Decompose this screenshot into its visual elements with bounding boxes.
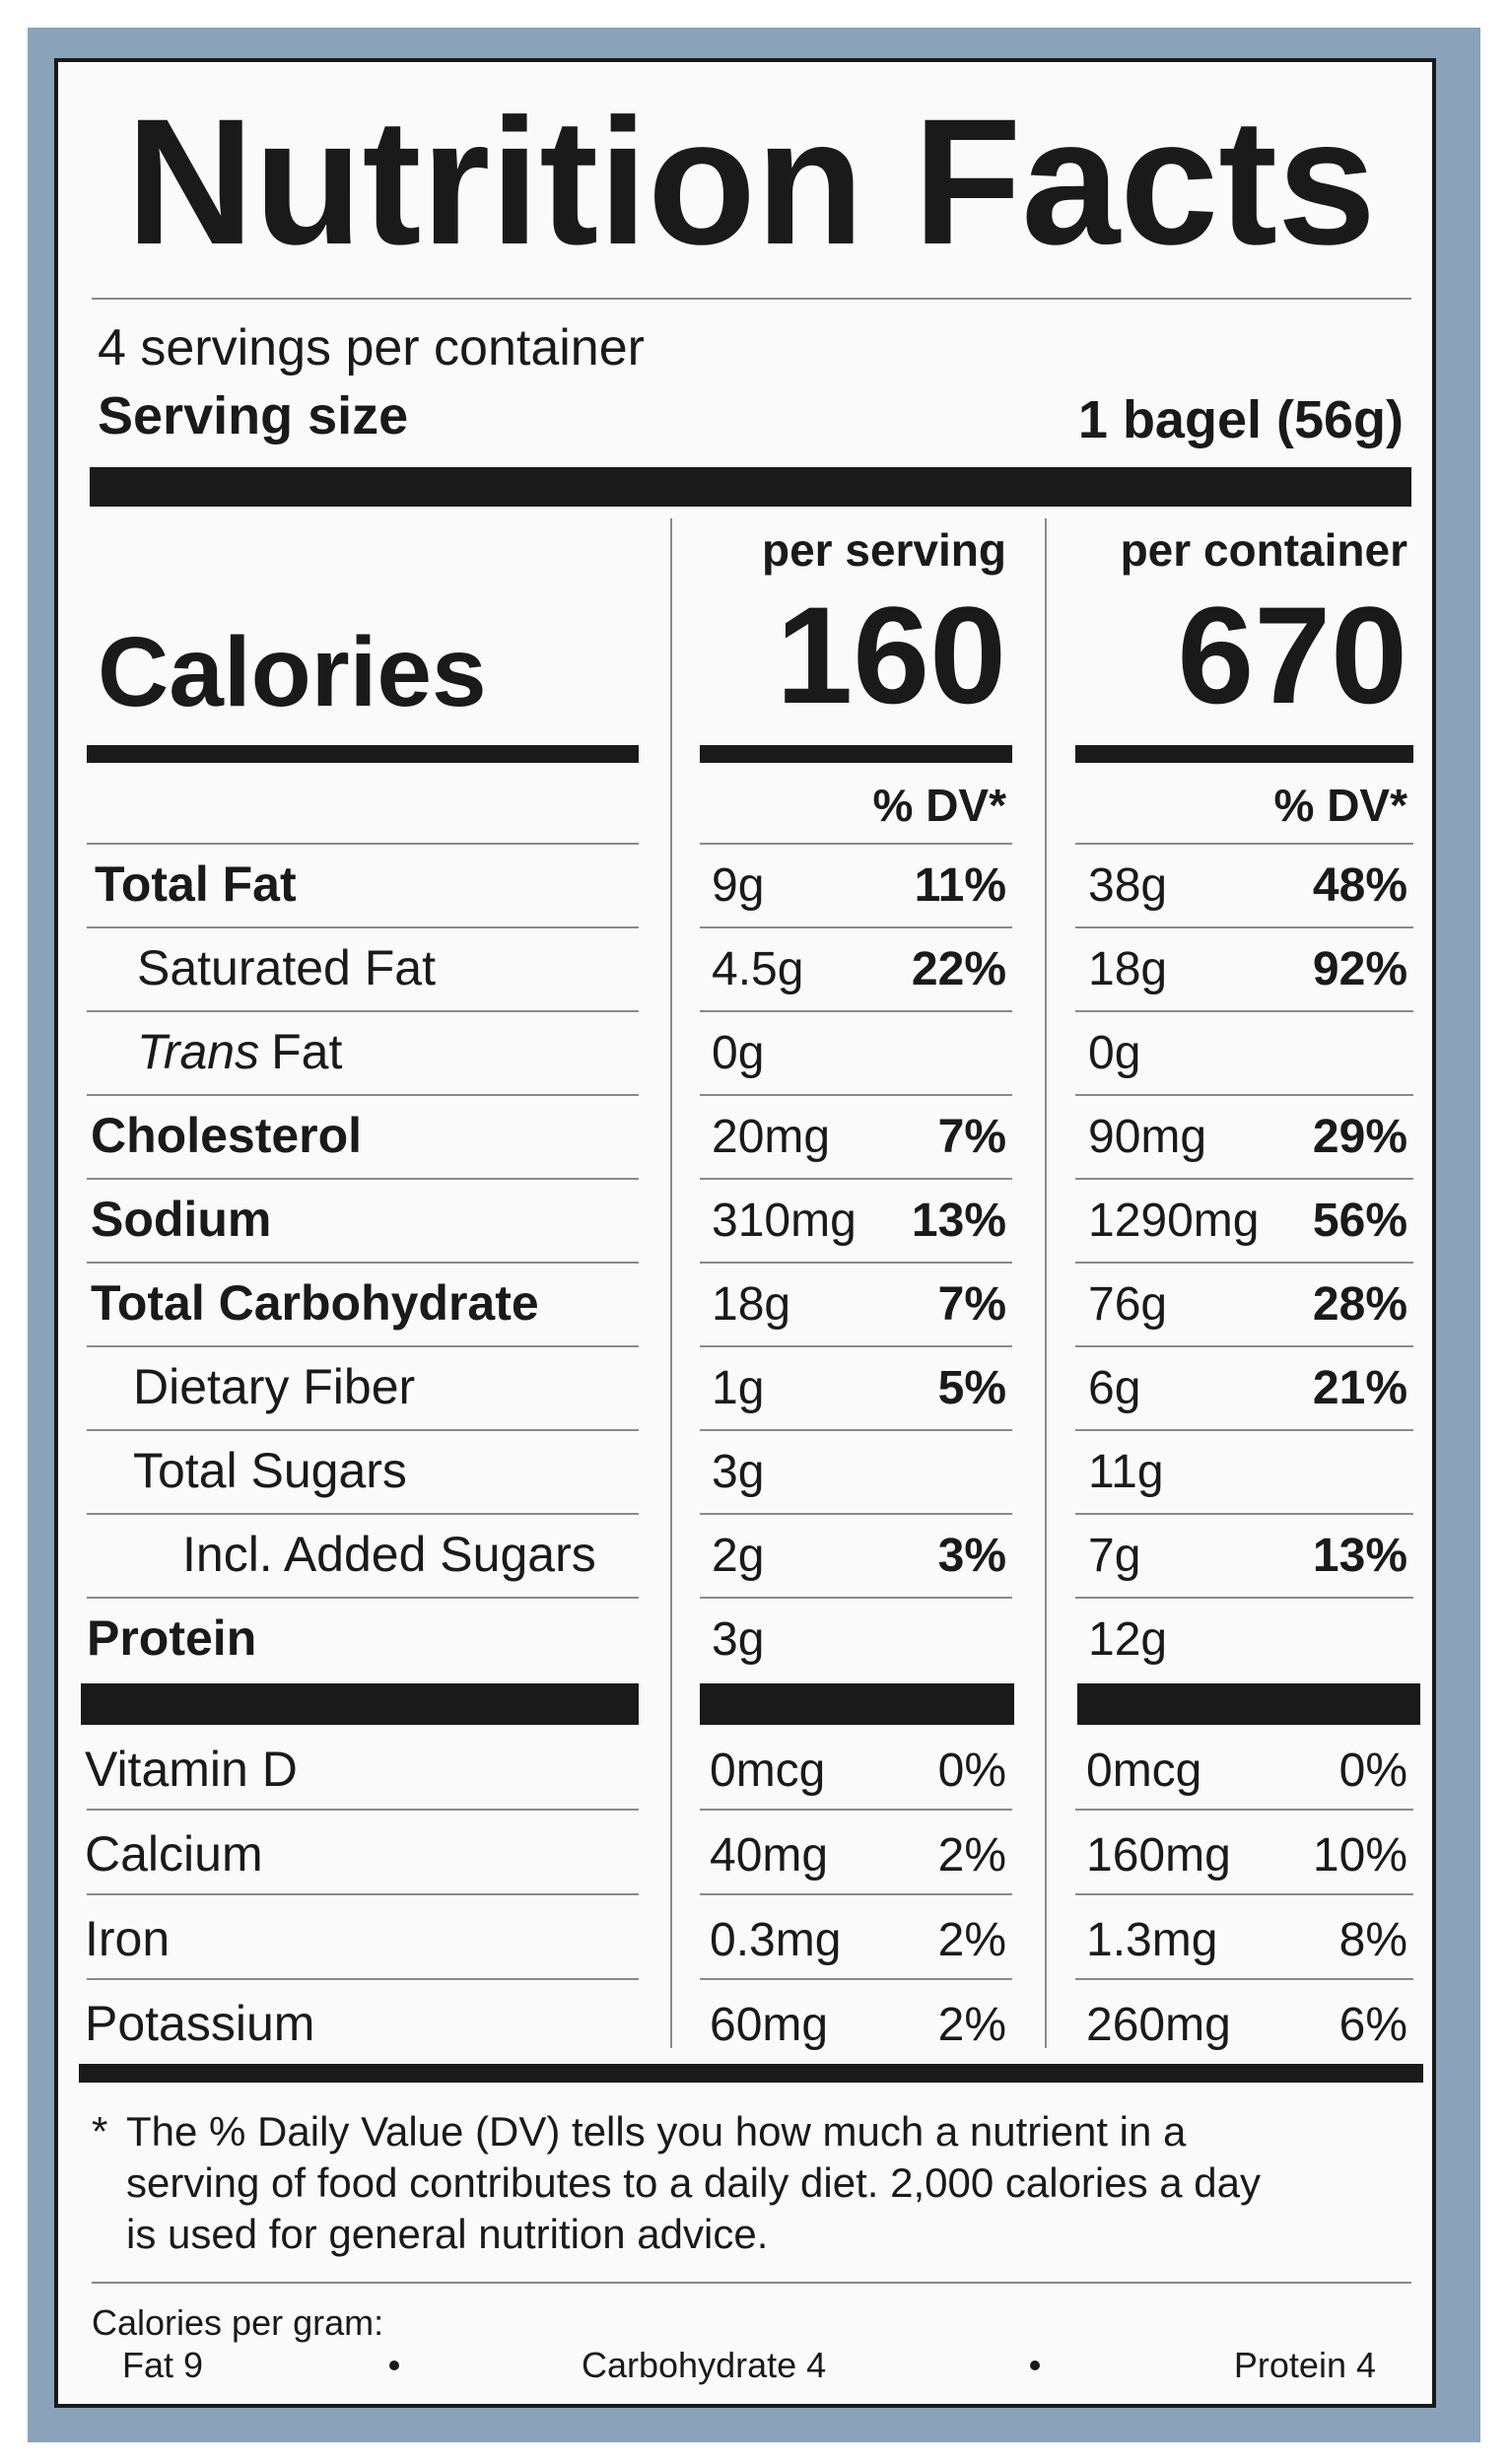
title: Nutrition Facts	[126, 81, 1376, 282]
amount: 11g	[1088, 1446, 1164, 1498]
nutrient-name: Protein	[87, 1610, 256, 1666]
daily-value: 7%	[938, 1278, 1006, 1331]
amount: 260mg	[1086, 1999, 1231, 2051]
daily-value: 22%	[912, 943, 1006, 995]
daily-value: 0%	[938, 1745, 1006, 1797]
nutrient-name: Total Carbohydrate	[91, 1275, 539, 1331]
amount: 18g	[712, 1278, 790, 1331]
daily-value: 21%	[1313, 1362, 1407, 1414]
calories-per-gram-item: Protein 4	[1234, 2345, 1376, 2385]
bar	[700, 1683, 1014, 1725]
amount: 0g	[712, 1027, 764, 1079]
daily-value: 56%	[1313, 1195, 1407, 1247]
column-header: per container	[1121, 524, 1408, 576]
daily-value: 2%	[938, 1914, 1006, 1966]
amount: 0g	[1088, 1027, 1140, 1079]
bar	[1075, 745, 1413, 763]
daily-value: 8%	[1339, 1914, 1407, 1966]
bar	[81, 1683, 639, 1725]
serving-size-value: 1 bagel (56g)	[1078, 390, 1404, 449]
vitamin-name: Vitamin D	[85, 1742, 298, 1797]
daily-value: 11%	[915, 859, 1006, 912]
footnote-line: is used for general nutrition advice.	[126, 2211, 768, 2257]
amount: 60mg	[710, 1999, 828, 2051]
serving-size-label: Serving size	[98, 386, 408, 445]
calories-value: 160	[776, 578, 1006, 732]
amount: 6g	[1088, 1362, 1140, 1414]
calories-per-gram-item: Carbohydrate 4	[582, 2345, 826, 2385]
thick-bar	[79, 2064, 1423, 2083]
daily-value: 13%	[1313, 1530, 1407, 1582]
amount: 310mg	[712, 1195, 857, 1247]
bar	[700, 745, 1012, 763]
amount: 0mcg	[710, 1745, 825, 1797]
footnote-line: serving of food contributes to a daily d…	[126, 2159, 1261, 2206]
dv-header: % DV*	[873, 780, 1007, 831]
amount: 0mcg	[1086, 1745, 1201, 1797]
amount: 3g	[712, 1446, 764, 1498]
dv-header: % DV*	[1274, 780, 1408, 831]
nutrient-name: Total Sugars	[133, 1443, 407, 1498]
daily-value: 7%	[938, 1111, 1006, 1163]
nutrient-name: Dietary Fiber	[133, 1359, 415, 1414]
amount: 40mg	[710, 1829, 828, 1882]
servings: 4 servings per container	[98, 319, 645, 376]
bar	[1077, 1683, 1420, 1725]
column-header: per serving	[762, 524, 1006, 576]
nutrient-name: Trans Fat	[137, 1024, 342, 1079]
nutrient-name: Saturated Fat	[137, 940, 436, 995]
calories-per-gram-item: Fat 9	[122, 2345, 203, 2385]
calories-per-gram-label: Calories per gram:	[92, 2302, 383, 2343]
label-panel	[54, 58, 1436, 2408]
amount: 12g	[1088, 1613, 1167, 1666]
daily-value: 0%	[1339, 1745, 1407, 1797]
amount: 9g	[712, 859, 764, 912]
amount: 20mg	[712, 1111, 830, 1163]
daily-value: 10%	[1313, 1829, 1407, 1882]
daily-value: 13%	[912, 1195, 1006, 1247]
nutrient-name: Total Fat	[95, 856, 297, 912]
bar	[87, 745, 639, 763]
amount: 4.5g	[712, 943, 803, 995]
nutrient-name: Cholesterol	[91, 1108, 362, 1163]
amount: 0.3mg	[710, 1914, 841, 1966]
nutrient-name-rest: Fat	[271, 1024, 342, 1079]
bullet	[1030, 2361, 1040, 2370]
bullet	[389, 2361, 399, 2370]
daily-value: 29%	[1313, 1111, 1407, 1163]
daily-value: 28%	[1313, 1278, 1407, 1331]
daily-value: 2%	[938, 1999, 1006, 2051]
daily-value: 5%	[938, 1362, 1006, 1414]
vitamin-name: Potassium	[85, 1996, 314, 2051]
nutrient-name-italic: Trans	[137, 1024, 259, 1079]
amount: 1290mg	[1088, 1195, 1259, 1247]
amount: 76g	[1088, 1278, 1167, 1331]
vitamin-name: Calcium	[85, 1826, 263, 1882]
amount: 38g	[1088, 859, 1167, 912]
daily-value: 48%	[1313, 859, 1407, 912]
daily-value: 92%	[1313, 943, 1407, 995]
thick-bar	[90, 467, 1411, 507]
daily-value: 3%	[938, 1530, 1006, 1582]
footnote-line: The % Daily Value (DV) tells you how muc…	[126, 2108, 1187, 2155]
nutrient-name: Sodium	[91, 1192, 271, 1247]
amount: 90mg	[1088, 1111, 1206, 1163]
calories-value: 670	[1177, 578, 1407, 732]
amount: 160mg	[1086, 1829, 1231, 1882]
amount: 2g	[712, 1530, 764, 1582]
amount: 3g	[712, 1613, 764, 1666]
amount: 7g	[1088, 1530, 1140, 1582]
nutrient-name: Incl. Added Sugars	[182, 1527, 596, 1582]
calories-label: Calories	[98, 617, 487, 727]
vitamin-name: Iron	[85, 1911, 170, 1966]
amount: 18g	[1088, 943, 1167, 995]
footnote-marker: *	[92, 2108, 107, 2155]
daily-value: 6%	[1339, 1999, 1407, 2051]
amount: 1.3mg	[1086, 1914, 1217, 1966]
daily-value: 2%	[938, 1829, 1006, 1882]
amount: 1g	[712, 1362, 764, 1414]
